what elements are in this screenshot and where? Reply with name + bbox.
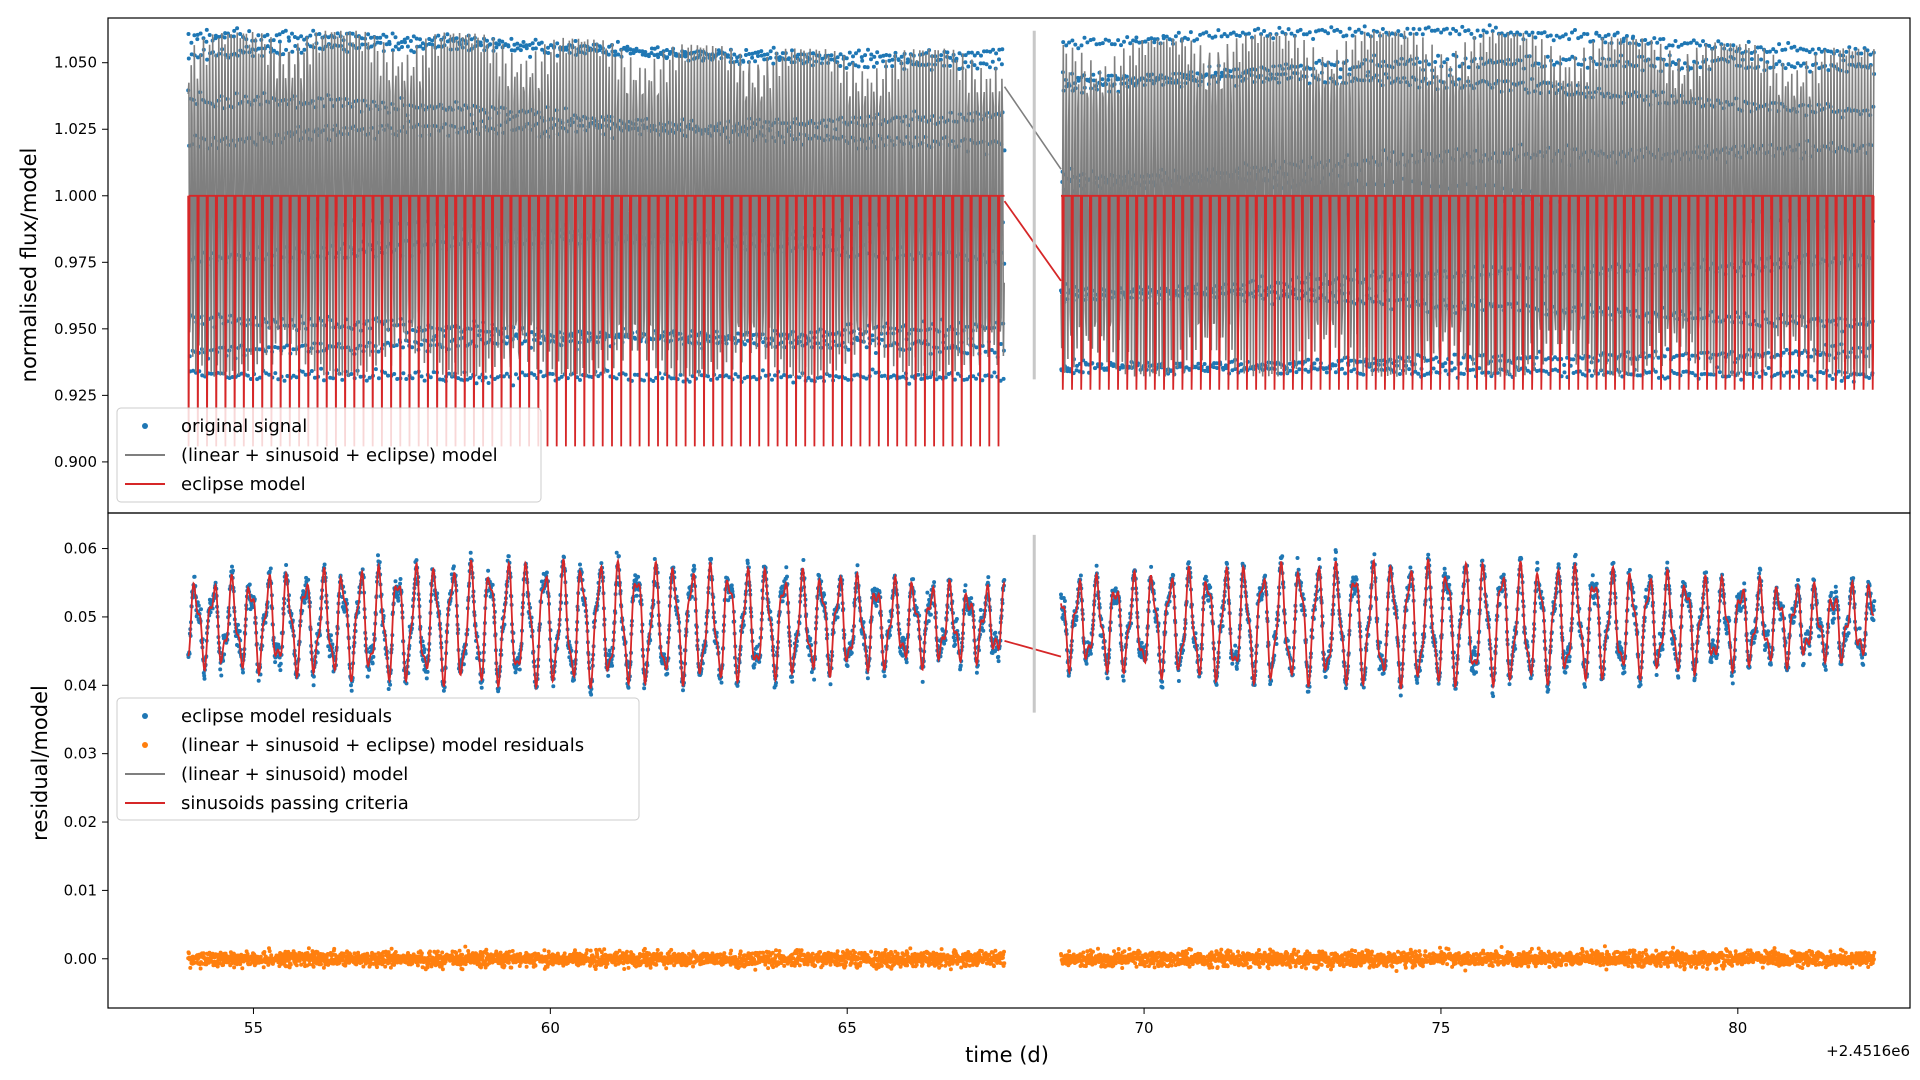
series-full-model-residuals (186, 944, 1877, 973)
x-tick-label: 75 (1431, 1019, 1450, 1037)
top-y-axis-label: normalised flux/model (17, 148, 41, 383)
x-axis: 55 60 65 70 75 80 (244, 1008, 1747, 1037)
x-tick-label: 65 (838, 1019, 857, 1037)
bottom-legend-box (116, 697, 640, 821)
series-eclipse-residuals (186, 548, 1877, 699)
legend-marker-eclipse-residuals (142, 713, 148, 719)
y-tick-label: 0.00 (64, 950, 97, 968)
legend-marker-original-signal (142, 423, 148, 429)
y-tick-label: 0.975 (54, 253, 97, 271)
y-tick-label: 0.05 (64, 608, 97, 626)
y-tick-label: 0.04 (64, 676, 97, 694)
y-tick-label: 0.925 (54, 386, 97, 404)
legend-label-linear-sinusoid: (linear + sinusoid) model (181, 764, 408, 785)
top-panel: 0.900 0.925 0.950 0.975 1.000 1.025 1.050 (54, 17, 1911, 514)
bottom-legend: eclipse model residuals (linear + sinuso… (116, 697, 640, 821)
y-tick-label: 0.02 (64, 813, 97, 831)
y-tick-label: 1.025 (54, 120, 97, 138)
legend-label-original-signal: original signal (181, 416, 307, 437)
bottom-panel: 0.00 0.01 0.02 0.03 0.04 0.05 0.06 (64, 512, 1911, 1009)
y-tick-label: 0.03 (64, 745, 97, 763)
y-tick-label: 1.050 (54, 54, 97, 72)
legend-label-full-residuals: (linear + sinusoid + eclipse) model resi… (181, 735, 584, 756)
y-tick-label: 0.06 (64, 540, 97, 558)
bottom-plot-frame (107, 512, 1911, 1009)
legend-label-eclipse-residuals: eclipse model residuals (181, 706, 392, 727)
x-tick-label: 60 (541, 1019, 560, 1037)
x-tick-label: 70 (1135, 1019, 1154, 1037)
y-tick-label: 1.000 (54, 187, 97, 205)
legend-label-sinusoids-passing: sinusoids passing criteria (181, 793, 409, 814)
legend-label-full-model: (linear + sinusoid + eclipse) model (181, 445, 498, 466)
x-tick-label: 80 (1728, 1019, 1747, 1037)
y-tick-label: 0.900 (54, 453, 97, 471)
legend-marker-full-residuals (142, 742, 148, 748)
bottom-y-axis-label: residual/model (28, 685, 52, 841)
x-offset-label: +2.4516e6 (1826, 1042, 1910, 1060)
top-legend: original signal (linear + sinusoid + ecl… (116, 407, 542, 503)
x-axis-label: time (d) (965, 1043, 1049, 1067)
top-legend-box (116, 407, 542, 503)
y-tick-label: 0.01 (64, 881, 97, 899)
legend-label-eclipse-model: eclipse model (181, 474, 306, 495)
y-tick-label: 0.950 (54, 320, 97, 338)
x-tick-label: 55 (244, 1019, 263, 1037)
